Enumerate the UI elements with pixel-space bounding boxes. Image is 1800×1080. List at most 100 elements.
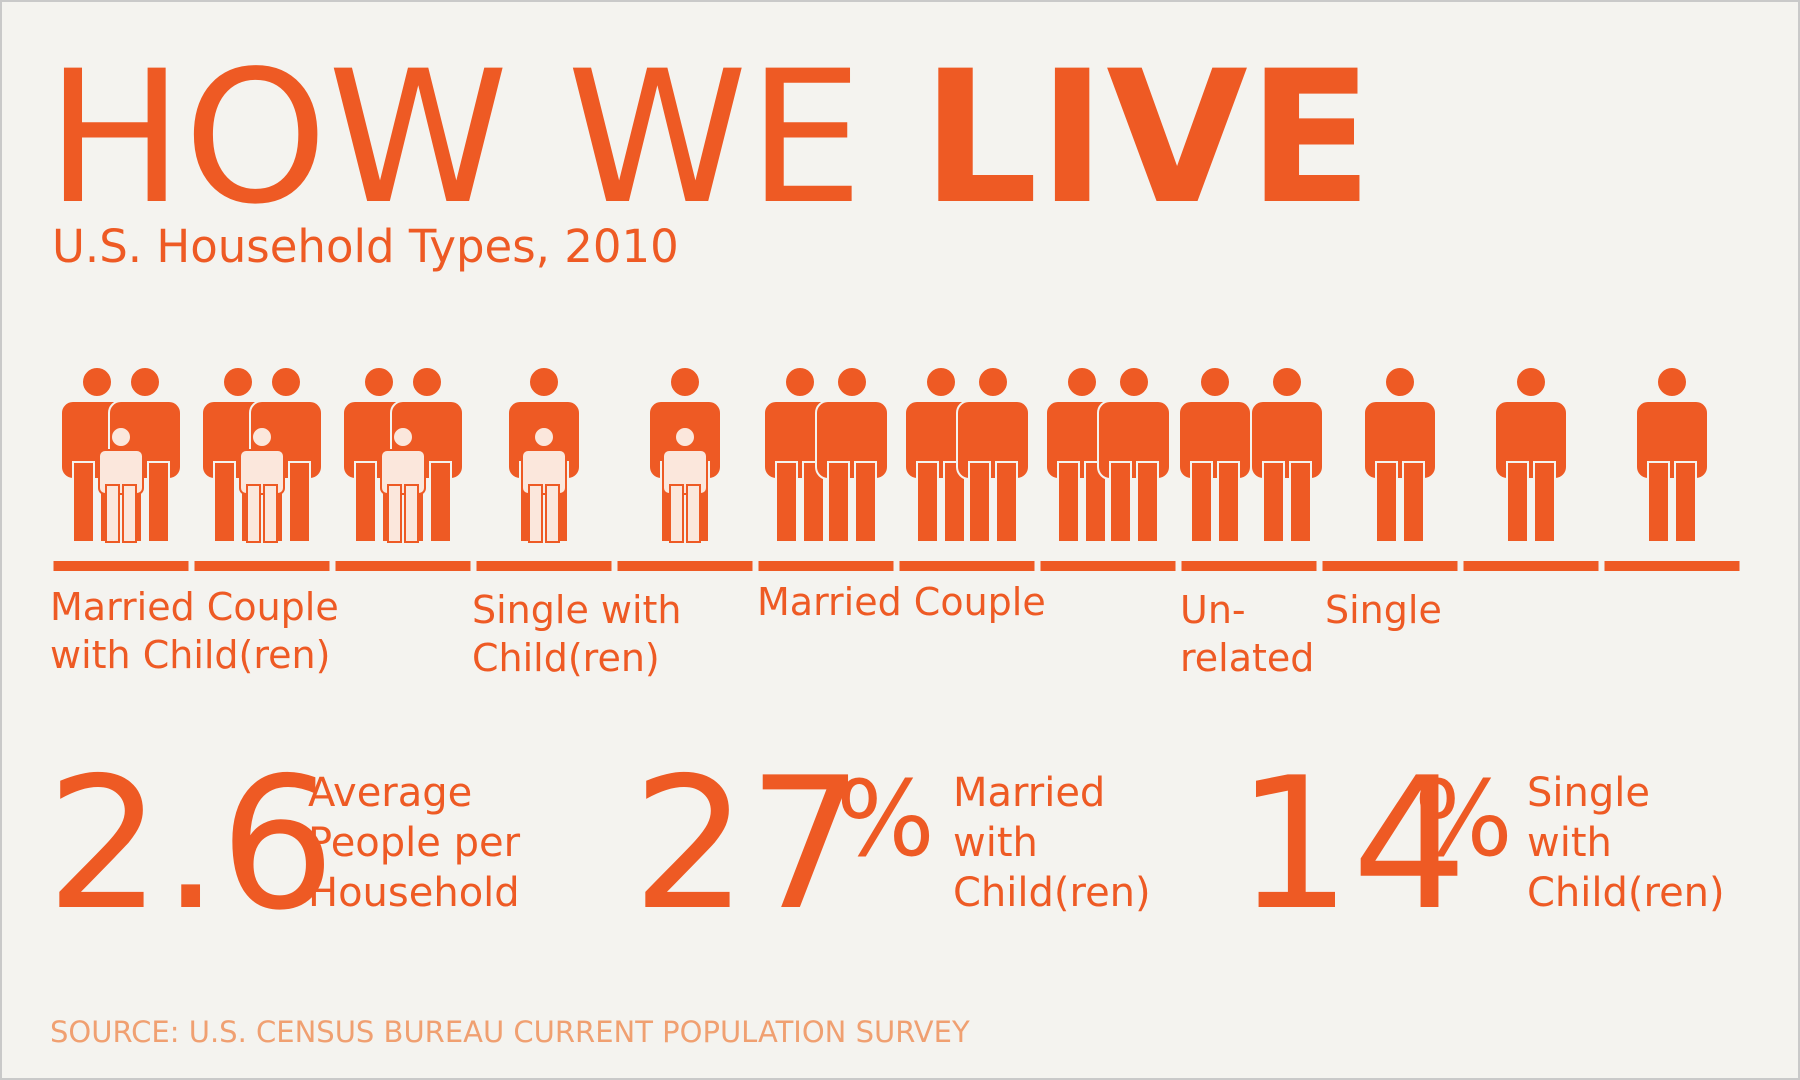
leg: [1190, 461, 1213, 543]
label-line: Un-: [1180, 588, 1246, 632]
head: [1384, 366, 1416, 398]
stat-number: 2.6: [46, 738, 335, 950]
source: SOURCE: U.S. CENSUS BUREAU CURRENT POPUL…: [50, 1015, 970, 1049]
leg: [246, 484, 261, 543]
divider-bar: [194, 561, 330, 571]
stat-line: Married: [953, 770, 1105, 816]
torso: [1635, 400, 1709, 480]
head: [669, 366, 701, 398]
leg: [1506, 461, 1529, 543]
leg: [1402, 461, 1425, 543]
leg: [1262, 461, 1285, 543]
torso: [1363, 400, 1437, 480]
stat-unit: %: [836, 758, 935, 880]
leg: [827, 461, 850, 543]
leg: [1533, 461, 1556, 543]
stat-label: Single with Child(ren): [1527, 770, 1725, 916]
label-line: Married Couple: [757, 580, 1046, 624]
group-label: Married Couple with Child(ren): [50, 585, 339, 677]
leg: [686, 484, 701, 543]
label-line: Single: [1325, 588, 1442, 632]
leg: [1647, 461, 1670, 543]
divider-bar: [617, 561, 753, 571]
icon-row: [53, 366, 1740, 571]
divider-bar: [1463, 561, 1599, 571]
head: [81, 366, 113, 398]
child-icon: [380, 426, 426, 543]
label-line: Married Couple: [50, 585, 339, 629]
stat-line: with: [1527, 820, 1612, 866]
leg: [1057, 461, 1080, 543]
torso: [239, 449, 285, 495]
group-label: Single with Child(ren): [472, 588, 682, 680]
stat-label: Married with Child(ren): [953, 770, 1151, 916]
head: [925, 366, 957, 398]
child-icon: [98, 426, 144, 543]
leg: [1217, 461, 1240, 543]
head: [129, 366, 161, 398]
divider-bar: [1604, 561, 1740, 571]
adult-icon: [1635, 366, 1709, 543]
head: [411, 366, 443, 398]
stat-line: Average: [308, 770, 472, 816]
head: [1271, 366, 1303, 398]
torso: [1250, 400, 1324, 480]
stat-unit: %: [1414, 758, 1513, 880]
leg: [122, 484, 137, 543]
leg: [916, 461, 939, 543]
torso: [380, 449, 426, 495]
leg: [1084, 461, 1107, 543]
torso: [662, 449, 708, 495]
group-label: Single: [1325, 588, 1442, 632]
leg: [545, 484, 560, 543]
head: [251, 426, 273, 448]
stat-number: 14: [1236, 738, 1468, 950]
stat-line: Child(ren): [1527, 870, 1725, 916]
divider-bar: [476, 561, 612, 571]
torso: [1494, 400, 1568, 480]
leg: [105, 484, 120, 543]
adult-icon: [1494, 366, 1568, 543]
torso: [815, 400, 889, 480]
divider-bar: [899, 561, 1035, 571]
head: [977, 366, 1009, 398]
adult-icon: [815, 366, 889, 543]
torso: [956, 400, 1030, 480]
leg: [288, 461, 311, 543]
head: [270, 366, 302, 398]
head: [392, 426, 414, 448]
adult-icon: [1250, 366, 1324, 543]
torso: [1097, 400, 1171, 480]
label-line: Child(ren): [472, 636, 660, 680]
stat-line: People per: [308, 820, 521, 866]
leg: [802, 461, 825, 543]
leg: [1109, 461, 1132, 543]
label-line: Single with: [472, 588, 682, 632]
adult-icon: [1097, 366, 1171, 543]
leg: [943, 461, 966, 543]
leg: [669, 484, 684, 543]
head: [110, 426, 132, 448]
adult-icon: [1178, 366, 1252, 543]
torso: [1178, 400, 1252, 480]
head: [836, 366, 868, 398]
leg: [213, 461, 236, 543]
label-line: with Child(ren): [50, 633, 330, 677]
leg: [528, 484, 543, 543]
divider-bar: [1040, 561, 1176, 571]
head: [1656, 366, 1688, 398]
torso: [98, 449, 144, 495]
label-line: related: [1180, 636, 1314, 680]
leg: [354, 461, 377, 543]
subtitle: U.S. Household Types, 2010: [52, 220, 679, 273]
title: HOW WE LIVE: [46, 32, 1373, 245]
head: [674, 426, 696, 448]
leg: [968, 461, 991, 543]
group-label: Un-related: [1180, 588, 1314, 680]
title-light: HOW WE: [46, 32, 863, 245]
child-icon: [239, 426, 285, 543]
child-icon: [662, 426, 708, 543]
head: [1118, 366, 1150, 398]
child-icon: [521, 426, 567, 543]
